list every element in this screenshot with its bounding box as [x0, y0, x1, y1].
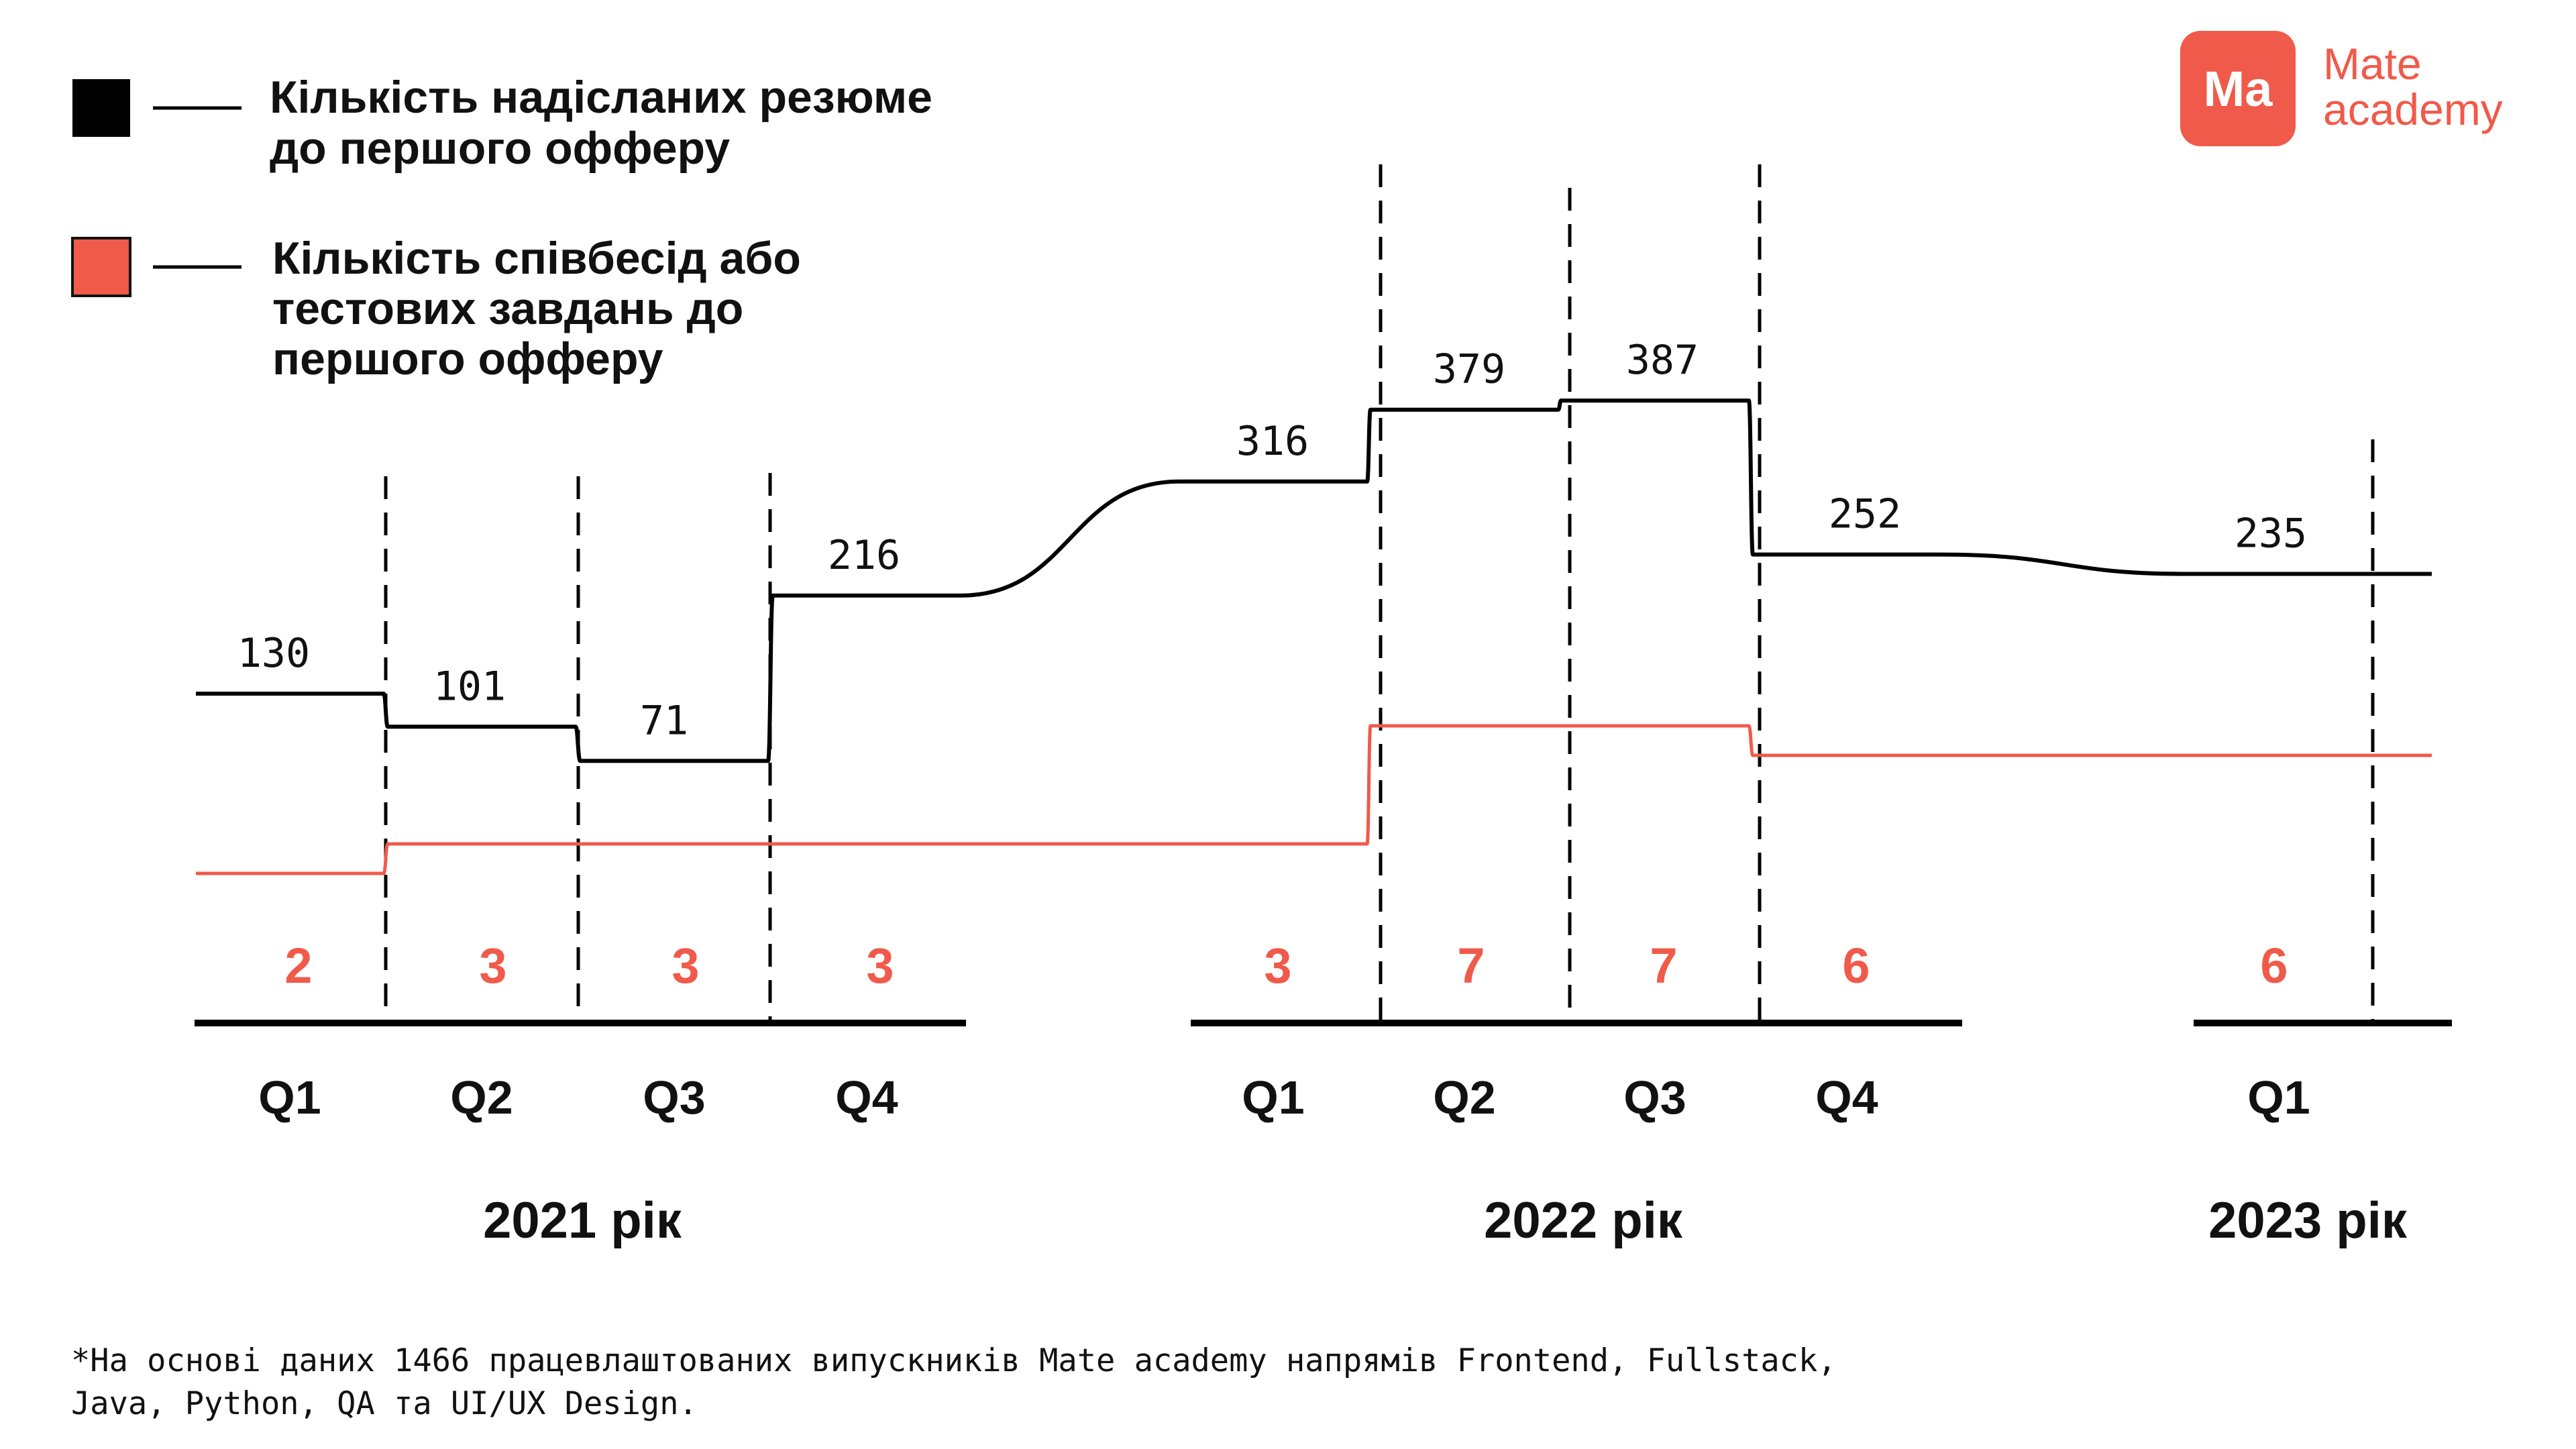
data-label-resumes: 235 — [2235, 511, 2307, 557]
year-label: 2023 рік — [2208, 1192, 2408, 1249]
data-label-resumes: 252 — [1829, 491, 1901, 538]
legend-label-interviews-line3: першого офферу — [272, 333, 663, 384]
data-label-interviews: 7 — [1650, 938, 1677, 994]
quarter-label: Q2 — [1433, 1071, 1495, 1124]
series-line-resumes — [196, 398, 2432, 763]
data-label-interviews: 2 — [284, 938, 312, 994]
quarter-label: Q3 — [643, 1071, 705, 1124]
quarter-label: Q1 — [258, 1071, 321, 1124]
series-line-interviews — [196, 724, 2432, 875]
footnote: *На основі даних 1466 працевлаштованих в… — [71, 1342, 1837, 1422]
data-label-resumes: 101 — [433, 663, 506, 710]
series-lines — [196, 398, 2432, 875]
footnote-line2: Java, Python, QA та UI/UX Design. — [71, 1385, 698, 1422]
data-label-interviews: 7 — [1457, 938, 1485, 994]
logo-mark-badge — [2180, 31, 2296, 146]
data-label-interviews: 6 — [2260, 938, 2288, 994]
data-label-resumes: 379 — [1433, 346, 1505, 393]
data-label-interviews: 3 — [1264, 938, 1291, 994]
legend-label-resumes-line2: до першого офферу — [270, 123, 730, 174]
x-axis-labels: Q1 Q2 Q3 Q4 Q1 Q2 Q3 Q4 Q1 2021 рік 2022 рік 2023 р… — [258, 1071, 2408, 1249]
legend-swatch-resumes — [72, 79, 130, 137]
brand-name-line2: academy — [2323, 85, 2503, 134]
legend-label-resumes-line1: Кількість надісланих резюме — [270, 72, 932, 123]
quarter-label: Q3 — [1623, 1071, 1686, 1124]
legend-label-interviews-line1: Кількість співбесід або — [272, 233, 801, 284]
brand-name-line1: Mate — [2323, 39, 2422, 89]
year-label: 2022 рік — [1484, 1192, 1683, 1249]
data-label-interviews: 3 — [479, 938, 506, 994]
data-label-interviews: 3 — [866, 938, 894, 994]
quarter-label: Q2 — [450, 1071, 513, 1124]
legend-label-interviews-line2: тестових завдань до — [272, 283, 743, 334]
data-label-resumes: 216 — [828, 532, 900, 579]
data-label-interviews: 6 — [1842, 938, 1870, 994]
quarter-label: Q1 — [2247, 1071, 2310, 1124]
quarter-label: Q1 — [1242, 1071, 1304, 1124]
quarter-label: Q4 — [1815, 1071, 1878, 1124]
data-label-resumes: 316 — [1236, 418, 1309, 465]
footnote-line1: *На основі даних 1466 працевлаштованих в… — [71, 1342, 1837, 1379]
logo-mark-text: Ma — [2204, 61, 2273, 117]
brand-logo: Ma Mate academy — [2180, 31, 2503, 146]
quarter-label: Q4 — [835, 1071, 898, 1124]
data-label-resumes: 130 — [237, 630, 310, 677]
year-label: 2021 рік — [483, 1192, 682, 1249]
data-label-interviews: 3 — [672, 938, 699, 994]
legend-swatch-interviews — [71, 237, 131, 297]
data-label-resumes: 71 — [640, 697, 688, 744]
data-label-resumes: 387 — [1626, 337, 1699, 384]
legend: Кількість надісланих резюме до першого о… — [71, 72, 932, 384]
data-labels: 130 101 71 216 316 379 387 252 235 2 3 3 3 3 7 7 6 6 — [237, 337, 2307, 994]
